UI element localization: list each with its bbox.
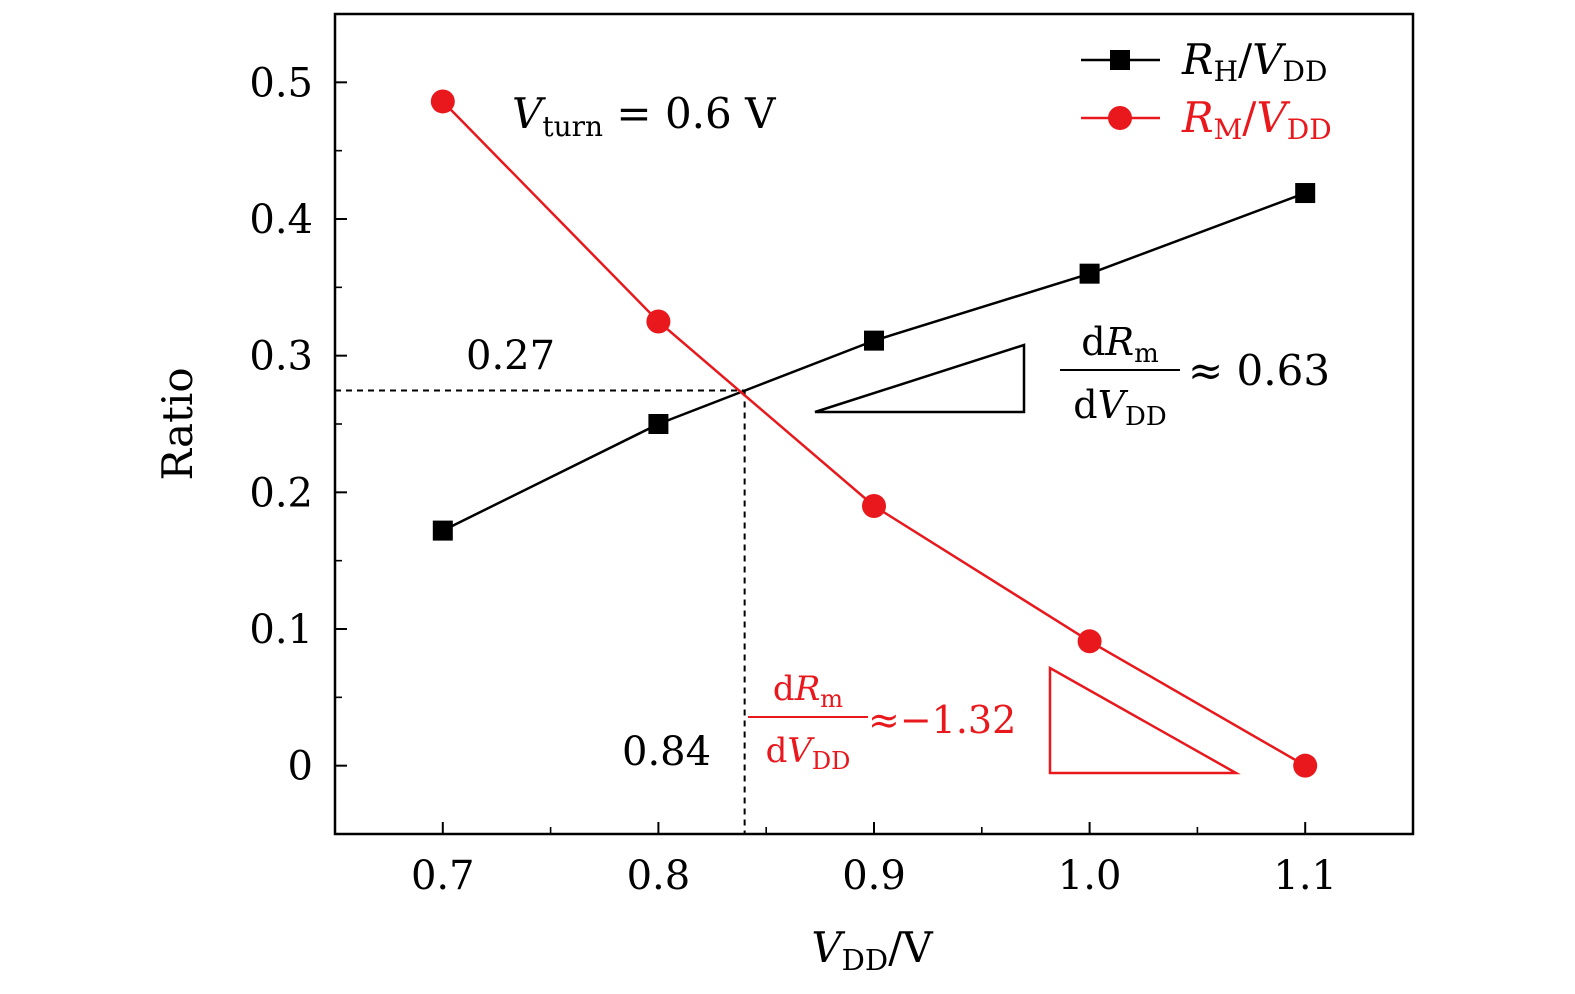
text-layer: 0.7 0.8 0.9 1.0 1.1 0 0.1 0.2 0.3 0.4 0.5 VDD/V Rati…: [153, 35, 1337, 977]
y-tick-label: 0.3: [249, 334, 313, 380]
data-point-rm: [1077, 629, 1102, 654]
data-point-rh: [1079, 263, 1100, 284]
slope-h-denominator: dVDD: [1073, 383, 1166, 432]
data-point-rm: [430, 89, 455, 114]
intersection-y-label: 0.27: [466, 333, 555, 379]
y-tick-label: 0.2: [249, 470, 313, 516]
data-point-rm: [646, 309, 671, 334]
axes: [333, 12, 1415, 836]
legend-label-rm: RM/VDD: [1181, 93, 1332, 146]
x-tick-label: 0.7: [411, 853, 475, 899]
slope-m-denominator: dVDD: [766, 731, 851, 775]
series-layer: [430, 50, 1318, 778]
intersection-x-label: 0.84: [622, 729, 711, 775]
legend-marker-rm: [1108, 106, 1132, 130]
y-tick-label: 0: [288, 744, 313, 790]
x-axis-label: VDD/V: [811, 923, 933, 977]
slope-triangle-m: [1048, 665, 1241, 775]
slope-h-approx: ≈ 0.63: [1188, 346, 1330, 395]
y-axis-label: Ratio: [153, 367, 202, 480]
vturn-annotation: Vturn = 0.6 V: [512, 89, 776, 143]
data-point-rh: [1295, 183, 1316, 204]
data-point-rh: [432, 520, 453, 541]
data-point-rh: [648, 414, 669, 434]
legend-label-rh: RH/VDD: [1181, 35, 1327, 88]
data-point-rm: [1293, 753, 1318, 778]
slope-m-approx: ≈−1.32: [868, 698, 1016, 742]
series-line-rm: [441, 100, 1306, 767]
legend-marker-rh: [1110, 50, 1130, 70]
slope-triangle-h: [814, 343, 1026, 414]
data-point-rm: [862, 494, 886, 518]
slope-m-numerator: dRm: [773, 669, 843, 713]
x-tick-label: 0.8: [627, 853, 691, 899]
slope-h-numerator: dRm: [1081, 320, 1159, 369]
y-tick-label: 0.1: [249, 607, 313, 653]
annotation-geometry: [335, 343, 1241, 834]
y-tick-label: 0.4: [249, 197, 313, 243]
x-tick-label: 1.1: [1273, 853, 1337, 899]
x-tick-label: 1.0: [1058, 853, 1122, 899]
x-tick-label: 0.9: [842, 853, 906, 899]
y-tick-label: 0.5: [249, 60, 313, 106]
series-line-rh: [442, 191, 1306, 532]
data-point-rh: [864, 330, 884, 351]
